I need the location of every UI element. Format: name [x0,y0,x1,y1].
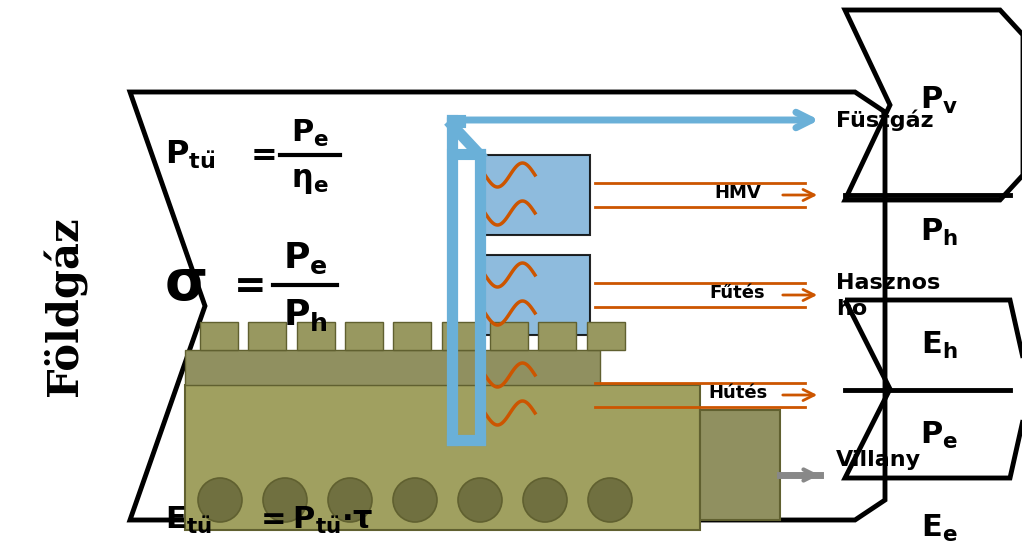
Text: Földgáz: Földgáz [43,216,87,396]
Text: $\mathbf{P_e}$: $\mathbf{P_e}$ [291,117,329,148]
Text: $\mathbf{=}$: $\mathbf{=}$ [244,140,276,171]
Text: $\mathbf{E_{t\ddot{u}}}$: $\mathbf{E_{t\ddot{u}}}$ [165,504,212,536]
Text: $\mathbf{E_h}$: $\mathbf{E_h}$ [921,329,958,360]
Text: $\mathbf{=}$: $\mathbf{=}$ [226,266,264,304]
Text: $\mathbf{E_e}$: $\mathbf{E_e}$ [921,512,958,543]
Text: hő: hő [836,299,868,319]
Circle shape [198,478,242,522]
Text: Hútés: Hútés [708,384,768,402]
Text: $\mathbf{P_e}$: $\mathbf{P_e}$ [920,420,958,450]
Bar [442,322,479,350]
Text: Fűtés: Fűtés [709,284,765,302]
Text: HMV: HMV [714,184,760,202]
Text: $\mathbf{P_h}$: $\mathbf{P_h}$ [283,297,327,333]
Circle shape [328,478,372,522]
Circle shape [523,478,567,522]
Bar [185,350,600,385]
Text: $\mathbf{P_{t\ddot{u}}}$: $\mathbf{P_{t\ddot{u}}}$ [165,139,216,171]
Bar [185,385,700,530]
Text: $\mathbf{P_v}$: $\mathbf{P_v}$ [920,84,959,116]
Text: $\mathbf{P_h}$: $\mathbf{P_h}$ [920,217,958,248]
Text: $\mathbf{\sigma}$: $\mathbf{\sigma}$ [164,258,206,312]
Text: $\mathbf{P_e}$: $\mathbf{P_e}$ [283,240,327,276]
Circle shape [393,478,437,522]
Bar [587,322,624,350]
FancyBboxPatch shape [480,155,590,235]
Text: $\mathbf{=P_{t\ddot{u}}{\cdot}\tau}$: $\mathbf{=P_{t\ddot{u}}{\cdot}\tau}$ [256,504,374,536]
Bar [393,322,431,350]
FancyBboxPatch shape [480,355,590,435]
Circle shape [588,478,632,522]
Text: $\mathbf{\eta_e}$: $\mathbf{\eta_e}$ [291,166,329,195]
Bar [296,322,334,350]
Text: Hasznos: Hasznos [836,273,940,293]
Bar [248,322,286,350]
Circle shape [458,478,502,522]
FancyBboxPatch shape [480,255,590,335]
Text: Villany: Villany [836,450,921,470]
Text: Füstgáz: Füstgáz [836,109,934,131]
Bar [700,410,780,520]
Bar [200,322,238,350]
Bar [490,322,528,350]
Bar [539,322,576,350]
Bar [345,322,383,350]
Circle shape [263,478,307,522]
